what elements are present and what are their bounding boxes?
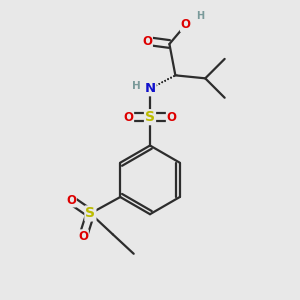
Text: O: O [181,18,191,31]
Text: N: N [144,82,156,95]
Text: O: O [66,194,76,206]
Text: S: S [145,110,155,124]
Text: O: O [123,111,133,124]
Text: S: S [85,206,95,220]
Text: H: H [196,11,204,21]
Text: O: O [78,230,88,243]
Text: O: O [167,111,177,124]
Text: H: H [132,81,141,91]
Text: O: O [142,34,152,47]
